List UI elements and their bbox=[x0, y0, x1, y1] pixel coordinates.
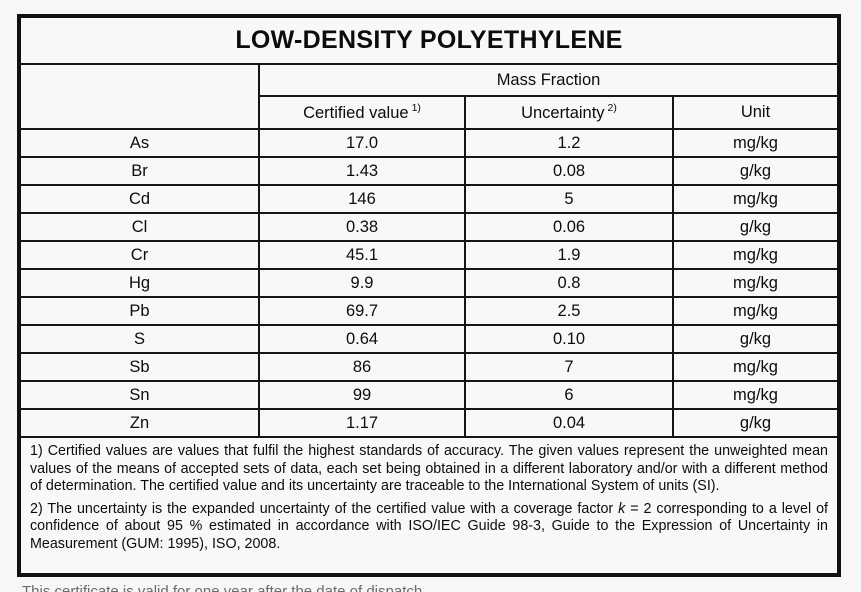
table-row-zn: Zn 1.17 0.04 g/kg bbox=[21, 409, 837, 438]
table-row-s: S 0.64 0.10 g/kg bbox=[21, 325, 837, 354]
certified-value: 1.17 bbox=[259, 409, 466, 438]
footnote-2-text: 2) The uncertainty is the expanded uncer… bbox=[30, 500, 619, 517]
table-row-cr: Cr 45.1 1.9 mg/kg bbox=[21, 241, 837, 270]
footnotes-section: 1) Certified values are values that fulf… bbox=[21, 438, 837, 553]
certified-value: 1.43 bbox=[259, 157, 466, 186]
certified-value: 69.7 bbox=[259, 297, 466, 326]
element-symbol: Sn bbox=[21, 381, 260, 410]
uncertainty-value: 1.2 bbox=[465, 129, 674, 158]
coverage-factor-k: k bbox=[618, 500, 626, 517]
mass-fraction-table: Mass Fraction Certified value 1) Uncertai… bbox=[21, 65, 837, 438]
table-row-cl: Cl 0.38 0.06 g/kg bbox=[21, 213, 837, 242]
uncertainty-value: 0.10 bbox=[465, 325, 674, 354]
unit-value: g/kg bbox=[673, 325, 837, 354]
uncertainty-value: 2.5 bbox=[465, 297, 674, 326]
element-symbol: Pb bbox=[21, 297, 260, 326]
uncertainty-value: 6 bbox=[465, 381, 674, 410]
element-symbol: As bbox=[21, 129, 260, 158]
certificate-table: LOW-DENSITY POLYETHYLENE Mass Fraction C… bbox=[17, 14, 841, 577]
table-row-as: As 17.0 1.2 mg/kg bbox=[21, 129, 837, 158]
unit-value: mg/kg bbox=[673, 241, 837, 270]
validity-note-clipped: This certificate is valid for one year a… bbox=[22, 583, 427, 592]
table-row-br: Br 1.43 0.08 g/kg bbox=[21, 157, 837, 186]
certified-value-label: Certified value bbox=[303, 104, 409, 122]
element-symbol: S bbox=[21, 325, 260, 354]
uncertainty-value: 0.8 bbox=[465, 269, 674, 298]
element-symbol: Zn bbox=[21, 409, 260, 438]
unit-value: mg/kg bbox=[673, 185, 837, 214]
certified-value: 17.0 bbox=[259, 129, 466, 158]
uncertainty-value: 0.06 bbox=[465, 213, 674, 242]
corner-empty-cell bbox=[21, 65, 260, 130]
certificate-title: LOW-DENSITY POLYETHYLENE bbox=[21, 18, 837, 65]
table-row-sb: Sb 86 7 mg/kg bbox=[21, 353, 837, 382]
unit-value: g/kg bbox=[673, 409, 837, 438]
uncertainty-label: Uncertainty bbox=[521, 104, 605, 122]
footnote-1: 1) Certified values are values that fulf… bbox=[30, 443, 828, 494]
uncertainty-value: 7 bbox=[465, 353, 674, 382]
uncertainty-value: 0.08 bbox=[465, 157, 674, 186]
certified-value: 45.1 bbox=[259, 241, 466, 270]
footnote-2-ref: 2) bbox=[607, 102, 617, 114]
uncertainty-value: 1.9 bbox=[465, 241, 674, 270]
element-symbol: Hg bbox=[21, 269, 260, 298]
certified-value: 99 bbox=[259, 381, 466, 410]
column-header-unit: Unit bbox=[673, 96, 837, 130]
column-header-row: Certified value 1) Uncertainty 2) Unit bbox=[21, 96, 837, 130]
element-symbol: Cd bbox=[21, 185, 260, 214]
unit-value: mg/kg bbox=[673, 129, 837, 158]
uncertainty-value: 0.04 bbox=[465, 409, 674, 438]
unit-value: mg/kg bbox=[673, 353, 837, 382]
unit-value: mg/kg bbox=[673, 297, 837, 326]
footnote-1-ref: 1) bbox=[411, 102, 421, 114]
unit-value: mg/kg bbox=[673, 381, 837, 410]
column-header-uncertainty: Uncertainty 2) bbox=[465, 96, 674, 130]
certified-value: 9.9 bbox=[259, 269, 466, 298]
footnote-2: 2) The uncertainty is the expanded uncer… bbox=[30, 501, 828, 554]
footnote-2-text-cont: = 2 corresponding to a level of confiden… bbox=[30, 500, 828, 552]
table-row-pb: Pb 69.7 2.5 mg/kg bbox=[21, 297, 837, 326]
element-symbol: Cl bbox=[21, 213, 260, 242]
unit-value: mg/kg bbox=[673, 269, 837, 298]
column-header-certified-value: Certified value 1) bbox=[259, 96, 466, 130]
unit-value: g/kg bbox=[673, 157, 837, 186]
table-row-cd: Cd 146 5 mg/kg bbox=[21, 185, 837, 214]
element-symbol: Sb bbox=[21, 353, 260, 382]
certified-value: 0.38 bbox=[259, 213, 466, 242]
certified-value: 0.64 bbox=[259, 325, 466, 354]
element-symbol: Br bbox=[21, 157, 260, 186]
element-symbol: Cr bbox=[21, 241, 260, 270]
group-header-row: Mass Fraction bbox=[21, 65, 837, 130]
certified-value: 86 bbox=[259, 353, 466, 382]
uncertainty-value: 5 bbox=[465, 185, 674, 214]
table-row-hg: Hg 9.9 0.8 mg/kg bbox=[21, 269, 837, 298]
certified-value: 146 bbox=[259, 185, 466, 214]
group-header-mass-fraction: Mass Fraction bbox=[259, 65, 837, 97]
unit-value: g/kg bbox=[673, 213, 837, 242]
table-row-sn: Sn 99 6 mg/kg bbox=[21, 381, 837, 410]
